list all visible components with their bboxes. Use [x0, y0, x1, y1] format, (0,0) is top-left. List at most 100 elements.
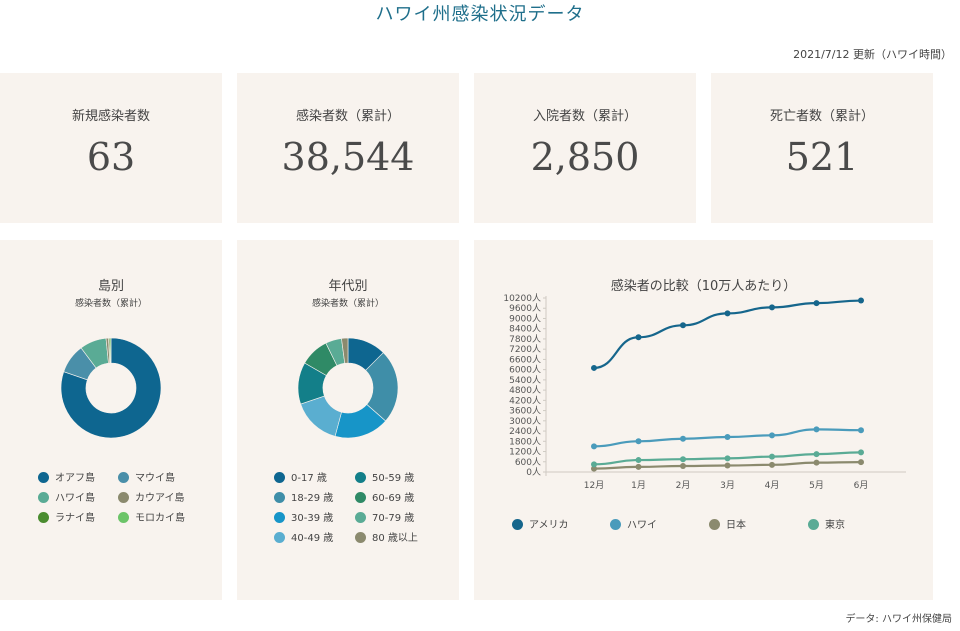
legend-item: ハワイ	[610, 516, 657, 531]
legend-label: モロカイ島	[135, 513, 185, 524]
legend-item: マウイ島	[118, 469, 175, 484]
data-source: データ: ハワイ州保健局	[845, 614, 952, 625]
donut-slice	[341, 337, 349, 364]
legend-swatch	[610, 519, 621, 530]
data-point	[591, 465, 597, 472]
legend-item: 60-69 歳	[355, 489, 414, 504]
stat-value: 63	[86, 135, 136, 179]
y-tick-label: 9600人	[509, 303, 541, 314]
legend-label: オアフ島	[55, 473, 95, 484]
legend-label: 40-49 歳	[291, 533, 334, 544]
legend-label: ラナイ島	[55, 513, 95, 524]
stat-card-total-cases: 感染者数（累計） 38,544	[237, 73, 459, 223]
y-tick-label: 5400人	[509, 375, 541, 386]
legend-item: アメリカ	[512, 516, 569, 531]
data-point	[591, 364, 597, 371]
legend-item: 30-39 歳	[274, 509, 333, 524]
y-tick-label: 600人	[515, 457, 541, 468]
comparison-legend: アメリカ ハワイ 日本 東京	[474, 240, 933, 600]
y-tick-label: 0人	[526, 467, 541, 478]
legend-swatch	[355, 492, 366, 503]
legend-label: アメリカ	[529, 520, 569, 531]
data-point	[769, 432, 775, 439]
data-point	[635, 438, 642, 445]
stat-label: 入院者数（累計）	[532, 109, 637, 124]
page-title: ハワイ州感染状況データ	[375, 4, 585, 25]
y-tick-label: 7800人	[509, 334, 541, 345]
y-tick-label: 4200人	[509, 395, 541, 406]
data-point	[813, 459, 820, 466]
legend-swatch	[355, 512, 366, 523]
legend-item: 日本	[709, 516, 746, 531]
legend-label: 東京	[825, 520, 845, 531]
data-point	[635, 334, 642, 341]
legend-label: ハワイ島	[55, 493, 95, 504]
legend-swatch	[808, 519, 819, 530]
x-tick-label: 12月	[584, 480, 604, 491]
x-tick-label: 5月	[809, 480, 824, 491]
legend-item: 18-29 歳	[274, 489, 333, 504]
data-point	[635, 457, 642, 464]
data-point	[680, 435, 686, 442]
y-tick-label: 9000人	[509, 313, 541, 324]
legend-item: 50-59 歳	[355, 469, 414, 484]
y-tick-label: 1200人	[509, 447, 541, 458]
legend-swatch	[38, 472, 49, 483]
data-point	[680, 463, 686, 470]
legend-swatch	[118, 512, 129, 523]
legend-swatch	[38, 512, 49, 523]
legend-item: オアフ島	[38, 469, 95, 484]
age-chart-card: 年代別 感染者数（累計） 0-17 歳 18-29 歳 30-39 歳 40-49 歳…	[237, 240, 459, 600]
x-tick-label: 1月	[631, 480, 646, 491]
y-tick-label: 3000人	[509, 416, 541, 427]
chart-title: 感染者の比較（10万人あたり）	[610, 279, 797, 294]
data-point	[724, 434, 731, 441]
data-point	[724, 455, 731, 462]
legend-swatch	[709, 519, 720, 530]
x-tick-label: 4月	[765, 480, 780, 491]
chart-subtitle: 感染者数（累計）	[74, 299, 147, 309]
chart-title: 年代別	[328, 279, 368, 294]
legend-label: 30-39 歳	[291, 513, 334, 524]
legend-swatch	[118, 492, 129, 503]
y-tick-label: 6600人	[509, 354, 541, 365]
island-chart-card: 島別 感染者数（累計） オアフ島 マウイ島 ハワイ島 カウアイ島 ラナイ島 モロカイ島	[0, 240, 222, 600]
legend-item: ハワイ島	[38, 489, 95, 504]
legend-label: 日本	[726, 520, 746, 531]
data-point	[680, 322, 686, 329]
legend-label: ハワイ	[627, 520, 657, 531]
stat-card-new-cases: 新規感染者数 63	[0, 73, 222, 223]
x-tick-label: 6月	[854, 480, 869, 491]
data-point	[724, 462, 731, 469]
legend-label: 0-17 歳	[291, 473, 327, 484]
stat-value: 521	[785, 135, 859, 179]
legend-label: 18-29 歳	[291, 493, 334, 504]
legend-label: カウアイ島	[135, 493, 185, 504]
legend-label: 60-69 歳	[372, 493, 415, 504]
donut-slice	[109, 337, 112, 364]
legend-swatch	[355, 532, 366, 543]
x-tick-label: 2月	[676, 480, 691, 491]
chart-subtitle: 感染者数（累計）	[311, 299, 384, 309]
stat-label: 感染者数（累計）	[295, 109, 400, 124]
stat-value: 38,544	[281, 135, 415, 179]
legend-label: 80 歳以上	[372, 533, 418, 544]
legend-swatch	[38, 492, 49, 503]
y-tick-label: 10200人	[503, 293, 541, 304]
legend-label: マウイ島	[135, 473, 175, 484]
legend-item: カウアイ島	[118, 489, 185, 504]
legend-swatch	[274, 472, 285, 483]
y-tick-label: 1800人	[509, 436, 541, 447]
age-donut-chart	[297, 337, 399, 439]
data-point	[769, 461, 775, 468]
data-point	[591, 461, 597, 468]
data-point	[858, 427, 864, 434]
data-point	[769, 304, 775, 311]
data-point	[724, 310, 731, 317]
legend-swatch	[355, 472, 366, 483]
comparison-chart-card: 感染者の比較（10万人あたり） 0人 600人 1200人 1800人 2400人 300…	[474, 240, 933, 600]
stat-card-hospitalizations: 入院者数（累計） 2,850	[474, 73, 696, 223]
data-point	[858, 449, 864, 456]
legend-swatch	[274, 492, 285, 503]
legend-item: 80 歳以上	[355, 529, 418, 544]
